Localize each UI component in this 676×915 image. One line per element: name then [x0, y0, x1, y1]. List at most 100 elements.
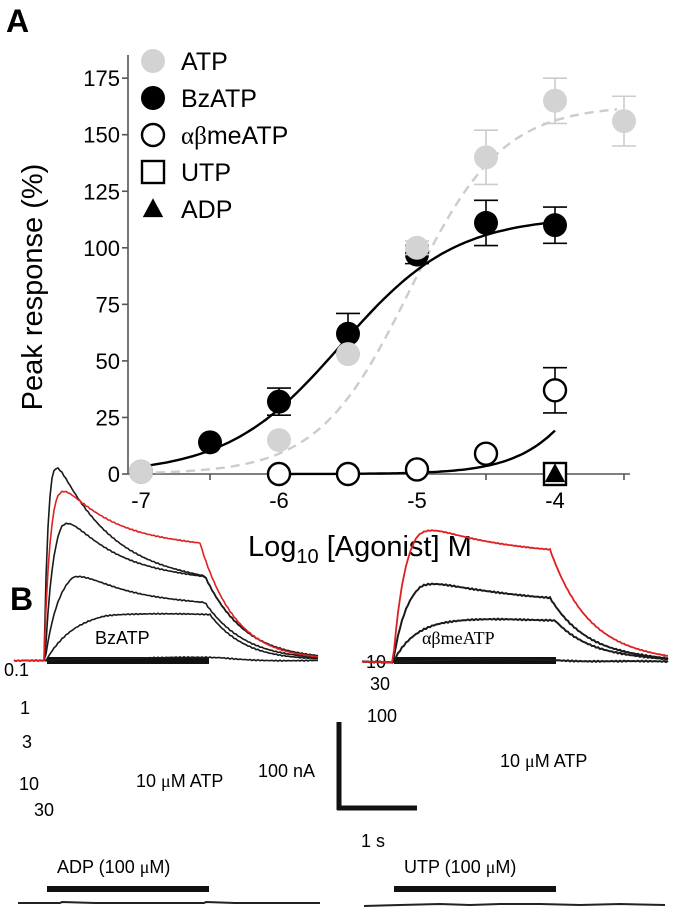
bzatp-conc-3: 3 — [22, 732, 32, 752]
adp-bar-label: ADP (100 μM) — [57, 857, 170, 877]
legend-item-ATP: ATP — [141, 48, 228, 76]
data-point-BzATP — [543, 213, 567, 238]
trace-bzatp-atp-reference — [13, 490, 319, 662]
legend-rest: meATP — [207, 122, 289, 150]
ref-mu: μ — [161, 771, 171, 791]
utp-label-pre: UTP (100 — [404, 857, 486, 877]
data-point-ATP — [474, 145, 498, 170]
x-tick-label: -4 — [545, 488, 565, 513]
abmeatp-conc-30: 30 — [370, 674, 390, 694]
series-ADP — [544, 463, 566, 483]
abmeatp-traces: αβmeATP 10 30 100 10 μM ATP — [361, 529, 669, 771]
legend-label: ADP — [181, 196, 232, 224]
x-tick-label: -6 — [269, 488, 289, 513]
utp-label-mu: μ — [486, 857, 496, 877]
panel-a-label: A — [6, 3, 29, 39]
adp-application-bar — [47, 886, 209, 892]
utp-trace: UTP (100 μM) — [363, 857, 666, 907]
bzatp-conc-30: 30 — [34, 800, 54, 820]
y-tick-label: 25 — [96, 405, 120, 430]
y-tick-label: 125 — [83, 179, 120, 204]
data-point-ATP — [543, 88, 567, 113]
ref-num: 10 — [500, 751, 525, 771]
utp-bar-label: UTP (100 μM) — [404, 857, 516, 877]
scale-bar-time-label: 1 s — [361, 831, 385, 851]
ref-rest: M ATP — [171, 771, 224, 791]
data-point-ATP — [612, 109, 636, 134]
ref-rest: M ATP — [535, 751, 588, 771]
data-point-αβmeATP — [473, 441, 499, 466]
data-point-ATP — [336, 342, 360, 367]
x-tick-label: -5 — [407, 488, 427, 513]
data-point-BzATP — [474, 210, 498, 235]
data-point-BzATP — [267, 389, 291, 414]
y-tick-label: 175 — [83, 66, 120, 91]
adp-label-pre: ADP (100 — [57, 857, 140, 877]
adp-trace-line — [18, 900, 320, 904]
x-axis-title-sub: 10 — [296, 546, 318, 568]
abmeatp-application-bar — [394, 657, 556, 664]
ref-mu: μ — [525, 751, 535, 771]
legend-item-ADP: ADP — [142, 196, 232, 224]
bzatp-atp-reference-label: 10 μM ATP — [136, 771, 223, 791]
utp-label-post: M) — [495, 857, 516, 877]
bzatp-bar-label: BzATP — [95, 628, 150, 648]
legend-label: αβmeATP — [181, 122, 288, 150]
legend-label: BzATP — [181, 85, 257, 113]
x-axis-title-rest: [Agonist] M — [319, 531, 472, 563]
bzatp-conc-10: 10 — [19, 774, 39, 794]
bzatp-application-bar — [47, 657, 209, 664]
legend-marker-ATP — [141, 49, 165, 73]
data-points — [129, 77, 636, 487]
trace-abmeatp-30 — [361, 617, 669, 664]
series-αβmeATP — [266, 366, 568, 487]
bzatp-conc-1: 1 — [20, 698, 30, 718]
y-tick-label: 100 — [83, 236, 120, 261]
abmeatp-atp-reference-label: 10 μM ATP — [500, 751, 587, 771]
legend-marker-UTP — [140, 159, 166, 185]
y-axis-title: Peak response (%) — [17, 164, 49, 411]
data-point-ATP — [129, 459, 153, 484]
adp-label-post: M) — [149, 857, 170, 877]
legend-marker-BzATP — [141, 86, 165, 110]
series-BzATP — [129, 199, 567, 484]
trace-abmeatp-10 — [361, 657, 669, 664]
trace-bzatp-0.1 — [13, 655, 319, 663]
data-point-ADP — [544, 463, 566, 483]
legend-item-UTP: UTP — [140, 159, 231, 187]
data-point-αβmeATP — [542, 378, 568, 403]
abmeatp-conc-100: 100 — [367, 706, 397, 726]
legend-label: ATP — [181, 48, 228, 76]
trace-bzatp-1 — [13, 612, 319, 662]
bzatp-conc-0.1: 0.1 — [4, 660, 29, 680]
trace-abmeatp-100 — [361, 582, 669, 664]
dose-response-chart: 0 25 50 75 100 125 150 175 -7 -6 -5 -4 ATP BzATP αβme… — [17, 48, 636, 568]
data-point-BzATP — [198, 430, 222, 455]
trace-bzatp-3 — [13, 575, 319, 662]
data-point-αβmeATP — [404, 457, 430, 482]
scale-bar: 100 nA 1 s — [258, 722, 417, 851]
bzatp-trace-lines — [13, 467, 319, 663]
legend-item-αβmeATP: αβmeATP — [140, 122, 288, 150]
legend-item-BzATP: BzATP — [141, 85, 257, 113]
scale-bar-current-label: 100 nA — [258, 761, 315, 781]
legend-marker-ADP — [142, 198, 164, 218]
bzatp-traces: BzATP 0.1 1 3 10 30 10 μM ATP — [4, 467, 319, 820]
trace-abmeatp-atp-reference — [361, 529, 669, 664]
legend-label: UTP — [181, 159, 231, 187]
data-point-ATP — [267, 428, 291, 453]
utp-application-bar — [394, 886, 556, 892]
x-tick-label: -7 — [131, 488, 151, 513]
fit-curve-ATP — [140, 108, 618, 475]
y-tick-label: 75 — [96, 292, 120, 317]
x-axis-title: Log10 [Agonist] M — [248, 531, 472, 568]
data-point-αβmeATP — [335, 461, 361, 487]
x-axis-title-main: Log — [248, 531, 296, 563]
y-tick-label: 0 — [108, 462, 120, 487]
legend: ATP BzATP αβmeATP UTP ADP — [140, 48, 288, 224]
data-point-ATP — [405, 235, 429, 260]
y-tick-label: 50 — [96, 349, 120, 374]
data-point-BzATP — [336, 321, 360, 346]
adp-label-mu: μ — [140, 857, 150, 877]
